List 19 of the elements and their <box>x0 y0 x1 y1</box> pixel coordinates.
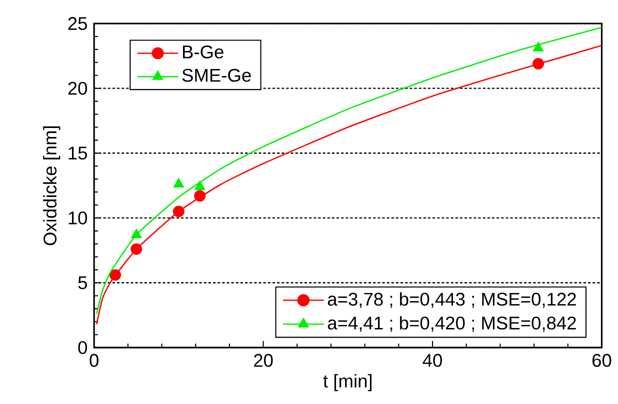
y-tick-label: 5 <box>78 276 87 290</box>
x-tick-label: 0 <box>90 354 98 368</box>
x-tick-label: 40 <box>422 354 442 368</box>
y-tick-label: 20 <box>68 82 88 95</box>
legend-label: a=4,41 ; b=0,420 ; MSE=0,842 <box>328 316 576 332</box>
point <box>194 180 206 190</box>
x-tick-label: 60 <box>592 354 612 368</box>
point <box>532 42 544 52</box>
y-tick-label: 25 <box>68 17 87 30</box>
y-axis-title: Oxiddicke [nm] <box>43 126 60 246</box>
x-tick-label: 20 <box>254 354 273 368</box>
y-tick-label: 15 <box>68 146 87 160</box>
x-axis-title: t [min] <box>323 374 372 392</box>
y-tick-label: 10 <box>68 212 88 225</box>
legend-label: B-Ge <box>182 46 224 59</box>
legend-label: SME-Ge <box>182 68 251 82</box>
point <box>173 178 184 188</box>
legend-label: a=3,78 ; b=0,443 ; MSE=0,122 <box>328 292 576 308</box>
y-tick-label: 0 <box>78 341 88 354</box>
